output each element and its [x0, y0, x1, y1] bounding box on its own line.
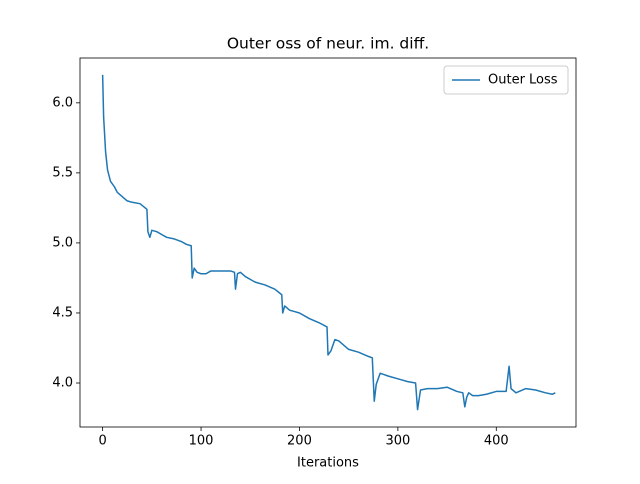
x-tick-label: 200 — [287, 434, 312, 449]
x-axis-label: Iterations — [297, 456, 359, 471]
x-tick-label: 0 — [98, 434, 106, 449]
legend-label: Outer Loss — [488, 73, 558, 88]
x-tick-label: 300 — [385, 434, 410, 449]
legend-box — [443, 65, 569, 95]
line-series — [101, 74, 556, 411]
x-tick-label: 100 — [189, 434, 214, 449]
y-tick-label: 5.5 — [52, 165, 73, 180]
y-tick-label: 4.0 — [52, 376, 73, 391]
y-tick-label: 4.5 — [52, 305, 73, 320]
plot-frame — [79, 57, 577, 428]
y-tick-label: 6.0 — [52, 95, 73, 110]
x-tick-label: 400 — [484, 434, 509, 449]
chart-title: Outer oss of neur. im. diff. — [227, 35, 429, 53]
y-tick-label: 5.0 — [52, 235, 73, 250]
